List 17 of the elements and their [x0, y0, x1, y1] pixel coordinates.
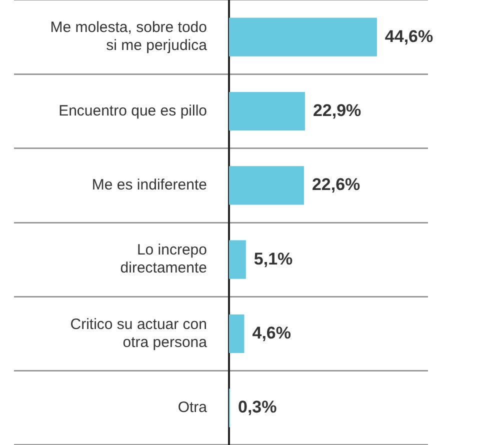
y-tick-label: Encuentro que es pillo — [58, 102, 207, 120]
bar — [229, 314, 244, 354]
bar — [229, 92, 305, 131]
data-label: 5,1% — [254, 249, 293, 268]
y-tick-label: Lo increpo directamente — [120, 242, 207, 277]
bar — [229, 166, 304, 205]
data-label: 22,9% — [312, 100, 362, 120]
y-tick-label: Me es indiferente — [92, 176, 207, 194]
data-label: 22,6% — [312, 175, 360, 194]
data-label: 4,6% — [252, 323, 292, 342]
y-tick-label: Otra — [178, 399, 208, 416]
y-tick-label: Me molesta, sobre todo si me perjudica — [50, 19, 208, 54]
bar — [229, 18, 377, 56]
bar — [229, 240, 246, 279]
data-label: 0,3% — [238, 398, 277, 417]
y-tick-label: Critico su actuar con otra persona — [70, 316, 208, 351]
data-label: 44,6% — [384, 26, 434, 46]
